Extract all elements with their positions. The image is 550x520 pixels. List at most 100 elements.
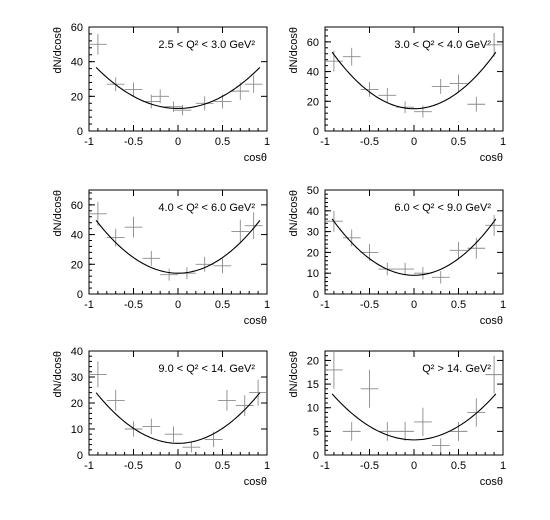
- y-tick-label: 0: [77, 126, 83, 138]
- data-point: [142, 250, 161, 266]
- y-tick-label: 10: [71, 424, 83, 436]
- y-tick-label: 20: [307, 96, 319, 108]
- data-point: [244, 75, 263, 93]
- y-tick-label: 0: [313, 126, 319, 138]
- data-point: [249, 379, 267, 406]
- data-point: [467, 96, 486, 112]
- y-tick-label: 20: [71, 398, 83, 410]
- x-tick-label: 1: [264, 460, 270, 472]
- y-tick-label: 40: [307, 67, 319, 79]
- data-point: [449, 74, 468, 93]
- x-tick-label: 0.5: [451, 136, 466, 148]
- data-point: [342, 229, 361, 247]
- y-tick-label: 0: [77, 450, 83, 462]
- panel-q2-label: 6.0 < Q² < 9.0 GeV²: [394, 202, 491, 214]
- data-point: [396, 421, 414, 441]
- y-tick-label: 40: [307, 206, 319, 218]
- y-tick-label: 40: [71, 230, 83, 242]
- data-point: [164, 426, 183, 442]
- data-point: [342, 421, 361, 441]
- x-tick-label: 0.5: [215, 299, 230, 311]
- y-tick-label: 20: [307, 247, 319, 259]
- x-tick-label: -0.5: [360, 299, 379, 311]
- fit-curve: [331, 218, 497, 276]
- data-point: [213, 258, 232, 274]
- x-tick-label: 0: [175, 299, 181, 311]
- y-axis-label: dN/dcosθ: [288, 27, 300, 73]
- fit-curve: [95, 220, 261, 274]
- y-tick-label: 10: [307, 403, 319, 415]
- x-axis-label: cosθ: [480, 315, 503, 327]
- data-point: [360, 244, 379, 261]
- x-tick-label: 0: [411, 136, 417, 148]
- x-tick-label: -1: [320, 136, 330, 148]
- data-point: [124, 82, 143, 97]
- x-tick-label: -1: [84, 299, 94, 311]
- y-tick-label: 0: [313, 450, 319, 462]
- data-point: [431, 438, 450, 453]
- data-point: [142, 418, 161, 435]
- data-point: [360, 81, 379, 97]
- data-point: [235, 395, 254, 416]
- y-axis-label: dN/dcosθ: [52, 351, 64, 397]
- data-point: [431, 79, 450, 94]
- panel-1: -1 -0.5 0 0.5 1 0 20 40 60 cosθ dN/dcosθ 2.5 < Q² <…: [52, 22, 270, 164]
- data-point: [378, 87, 397, 103]
- panel-q2-label: Q² > 14. GeV²: [422, 363, 491, 375]
- x-tick-label: 0.5: [451, 299, 466, 311]
- data-point: [396, 262, 414, 276]
- data-point: [182, 442, 201, 453]
- panel-q2-label: 3.0 < Q² < 4.0 GeV²: [394, 39, 491, 51]
- y-tick-label: 0: [77, 289, 83, 301]
- data-point: [124, 216, 143, 238]
- fit-curve: [331, 51, 497, 110]
- panel-q2-label: 4.0 < Q² < 6.0 GeV²: [158, 202, 255, 214]
- data-point: [431, 271, 450, 284]
- data-point: [106, 228, 125, 247]
- y-tick-label: 60: [71, 200, 83, 212]
- data-point: [342, 47, 361, 66]
- x-tick-label: 1: [500, 460, 506, 472]
- data-point: [485, 32, 503, 57]
- data-point: [485, 214, 503, 236]
- data-point: [325, 351, 343, 389]
- data-point: [231, 219, 250, 244]
- x-tick-label: -1: [84, 460, 94, 472]
- x-tick-label: -0.5: [360, 136, 379, 148]
- data-point: [173, 105, 192, 116]
- y-tick-label: 20: [307, 355, 319, 367]
- x-tick-label: 1: [500, 136, 506, 148]
- data-point: [195, 96, 214, 111]
- y-tick-label: 40: [71, 346, 83, 358]
- y-axis-label: dN/dcosθ: [288, 351, 300, 397]
- data-point: [244, 212, 263, 240]
- data-point: [89, 33, 107, 55]
- x-axis-label: cosθ: [244, 476, 267, 488]
- y-tick-label: 15: [307, 379, 319, 391]
- y-tick-label: 20: [71, 259, 83, 271]
- panel-q2-label: 9.0 < Q² < 14. GeV²: [158, 363, 255, 375]
- y-tick-label: 0: [313, 289, 319, 301]
- y-tick-label: 5: [313, 426, 319, 438]
- y-tick-label: 60: [71, 22, 83, 34]
- data-point: [360, 369, 379, 408]
- x-tick-label: 0.5: [215, 136, 230, 148]
- x-tick-label: 0: [175, 460, 181, 472]
- y-tick-label: 50: [307, 185, 319, 197]
- y-axis-label: dN/dcosθ: [52, 190, 64, 236]
- y-tick-label: 30: [71, 372, 83, 384]
- data-point: [449, 242, 468, 259]
- y-axis-label: dN/dcosθ: [288, 190, 300, 236]
- x-tick-label: -0.5: [360, 460, 379, 472]
- fit-curve: [95, 66, 261, 110]
- data-point: [378, 421, 397, 441]
- data-point: [449, 421, 468, 441]
- data-point: [106, 390, 125, 411]
- x-tick-label: 0.5: [451, 460, 466, 472]
- x-axis-label: cosθ: [244, 152, 267, 164]
- data-point: [485, 355, 503, 394]
- x-tick-label: -1: [320, 299, 330, 311]
- y-tick-label: 10: [307, 268, 319, 280]
